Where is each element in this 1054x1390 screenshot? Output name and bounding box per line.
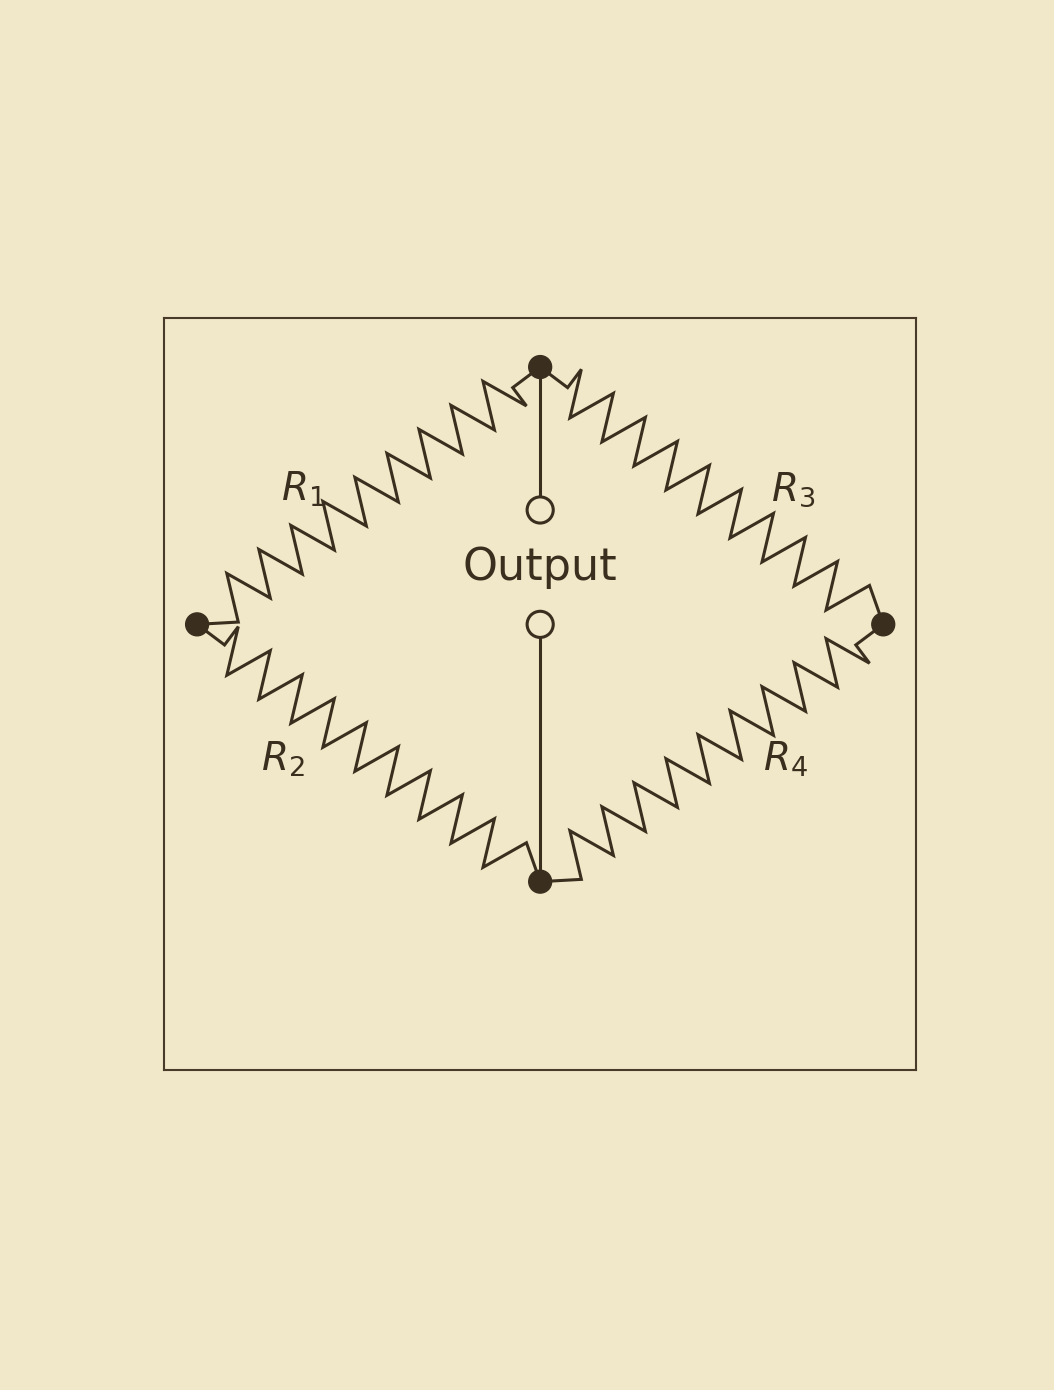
Circle shape (872, 613, 895, 635)
Circle shape (527, 496, 553, 523)
Text: $R_1$: $R_1$ (281, 470, 326, 509)
Text: $R_2$: $R_2$ (261, 739, 305, 778)
Circle shape (186, 613, 209, 635)
Text: $R_3$: $R_3$ (772, 470, 816, 509)
Text: $R_4$: $R_4$ (763, 739, 807, 778)
Text: Output: Output (463, 546, 618, 589)
Circle shape (529, 870, 551, 894)
Circle shape (529, 356, 551, 378)
Circle shape (527, 612, 553, 638)
